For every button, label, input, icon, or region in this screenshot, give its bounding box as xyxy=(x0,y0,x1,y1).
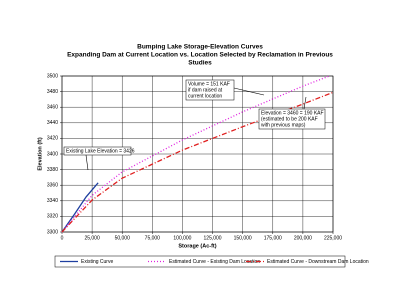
x-tick-label: 200,000 xyxy=(294,235,312,241)
x-tick-label: 125,000 xyxy=(204,235,222,241)
x-tick-label: 0 xyxy=(61,235,64,241)
y-tick-label: 3500 xyxy=(47,73,58,79)
annotation-box xyxy=(63,146,132,156)
x-tick-label: 225,000 xyxy=(324,235,342,241)
y-axis-title: Elevation (ft) xyxy=(37,137,43,170)
annotation-text: if dam raised at xyxy=(188,87,223,93)
y-tick-label: 3400 xyxy=(47,151,58,157)
x-tick-label: 175,000 xyxy=(264,235,282,241)
annotation-text: with previous maps) xyxy=(261,122,306,128)
legend-label: Estimated Curve - Existing Dam Location xyxy=(169,259,260,265)
x-tick-label: 150,000 xyxy=(234,235,252,241)
annotation-arrow xyxy=(303,96,307,110)
annotation-arrow xyxy=(85,154,89,171)
annotation-text: Existing Lake Elevation = 3426 xyxy=(66,148,135,154)
x-tick-label: 25,000 xyxy=(84,235,100,241)
x-axis-title: Storage (Ac-ft) xyxy=(178,243,216,249)
annotation-text: Volume = 151 KAF xyxy=(188,81,230,87)
annotation-text: current location xyxy=(188,93,222,99)
y-tick-label: 3440 xyxy=(47,120,58,126)
series-line xyxy=(61,75,330,233)
annotation-text: Elevation = 3460 = 190 KAF xyxy=(261,110,324,116)
y-tick-label: 3320 xyxy=(47,214,58,220)
x-tick-label: 75,000 xyxy=(145,235,161,241)
y-tick-label: 3480 xyxy=(47,89,58,95)
x-tick-label: 100,000 xyxy=(173,235,191,241)
y-tick-label: 3420 xyxy=(47,136,58,142)
chart-title: Bumping Lake Storage-Elevation Curves xyxy=(137,44,263,51)
chart-title: Expanding Dam at Current Location vs. Lo… xyxy=(67,52,333,59)
series-line xyxy=(61,91,334,233)
annotation-arrow xyxy=(233,87,265,96)
chart-title: Studies xyxy=(188,60,212,67)
y-tick-label: 3460 xyxy=(47,105,58,111)
annotation-text: (estimated to be 200 KAF xyxy=(261,116,318,122)
legend-box xyxy=(54,255,346,268)
y-tick-label: 3340 xyxy=(47,198,58,204)
y-tick-label: 3300 xyxy=(47,229,58,235)
y-tick-label: 3360 xyxy=(47,183,58,189)
x-tick-label: 50,000 xyxy=(115,235,131,241)
legend-label: Estimated Curve - Downstream Dam Locatio… xyxy=(267,259,369,265)
y-tick-label: 3380 xyxy=(47,167,58,173)
legend-label: Existing Curve xyxy=(81,259,113,265)
annotation-box xyxy=(258,108,326,130)
annotation-box xyxy=(185,79,235,101)
